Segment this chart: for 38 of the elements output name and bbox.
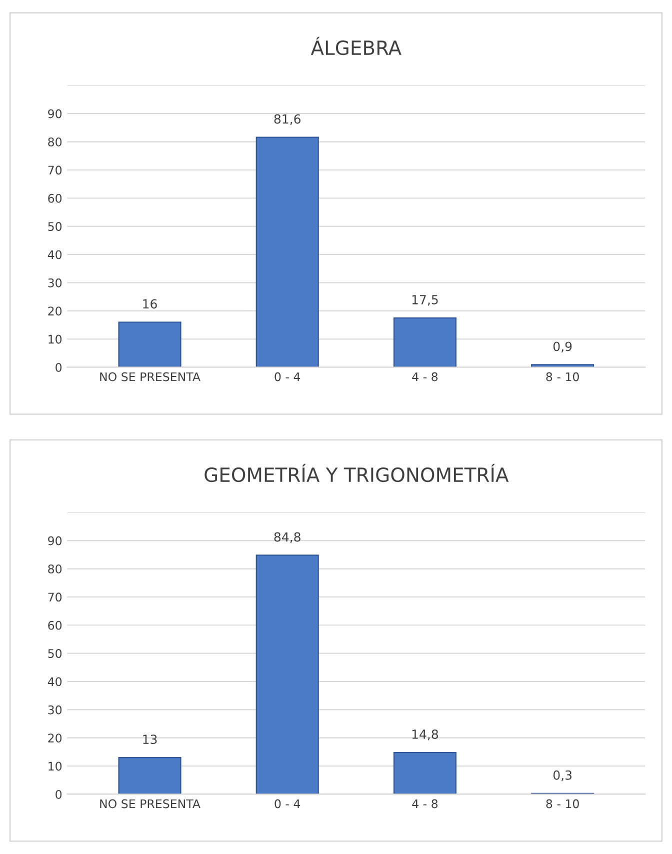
y-tick-label: 80 [48, 564, 62, 574]
x-tick-label: 4 - 8 [412, 372, 438, 382]
chart-title: ÁLGEBRA [310, 36, 402, 56]
y-tick-label: 50 [48, 222, 62, 231]
y-tick-label: 40 [48, 677, 62, 686]
y-tick-label: 90 [48, 536, 62, 546]
x-tick-label: 4 - 8 [412, 799, 438, 808]
y-tick-label: 70 [48, 166, 62, 175]
y-tick-label: 90 [48, 109, 62, 118]
data-label: 17,5 [412, 295, 438, 306]
y-tick-label: 20 [48, 306, 62, 316]
x-tick-label: 8 - 10 [546, 799, 579, 808]
x-tick-label: NO SE PRESENTA [100, 799, 200, 808]
y-tick-label: 0 [56, 790, 62, 799]
x-tick-label: 8 - 10 [546, 372, 579, 382]
y-tick-label: 30 [48, 278, 62, 288]
y-tick-label: 80 [48, 137, 62, 146]
y-tick-label: 0 [56, 362, 62, 372]
y-tick-label: 40 [48, 250, 62, 260]
y-tick-label: 20 [48, 734, 62, 743]
y-tick-label: 30 [48, 705, 62, 714]
y-tick-label: 50 [48, 649, 62, 658]
y-tick-label: 70 [48, 592, 62, 602]
data-label: 81,6 [274, 114, 300, 125]
y-tick-label: 60 [48, 194, 62, 203]
chart-title: GEOMETRÍA Y TRIGONOMETRÍA [204, 464, 509, 482]
x-tick-label: NO SE PRESENTA [100, 372, 200, 382]
y-tick-label: 10 [48, 762, 62, 771]
data-label: 16 [143, 299, 157, 309]
x-tick-label: 0 - 4 [274, 799, 300, 808]
data-label: 0,9 [553, 342, 572, 352]
y-tick-label: 10 [48, 334, 62, 344]
data-label: 13 [143, 734, 157, 744]
y-tick-label: 60 [48, 620, 62, 630]
data-label: 84,8 [274, 532, 300, 543]
x-tick-label: 0 - 4 [274, 372, 300, 382]
data-label: 14,8 [412, 730, 438, 740]
data-label: 0,3 [553, 770, 572, 782]
